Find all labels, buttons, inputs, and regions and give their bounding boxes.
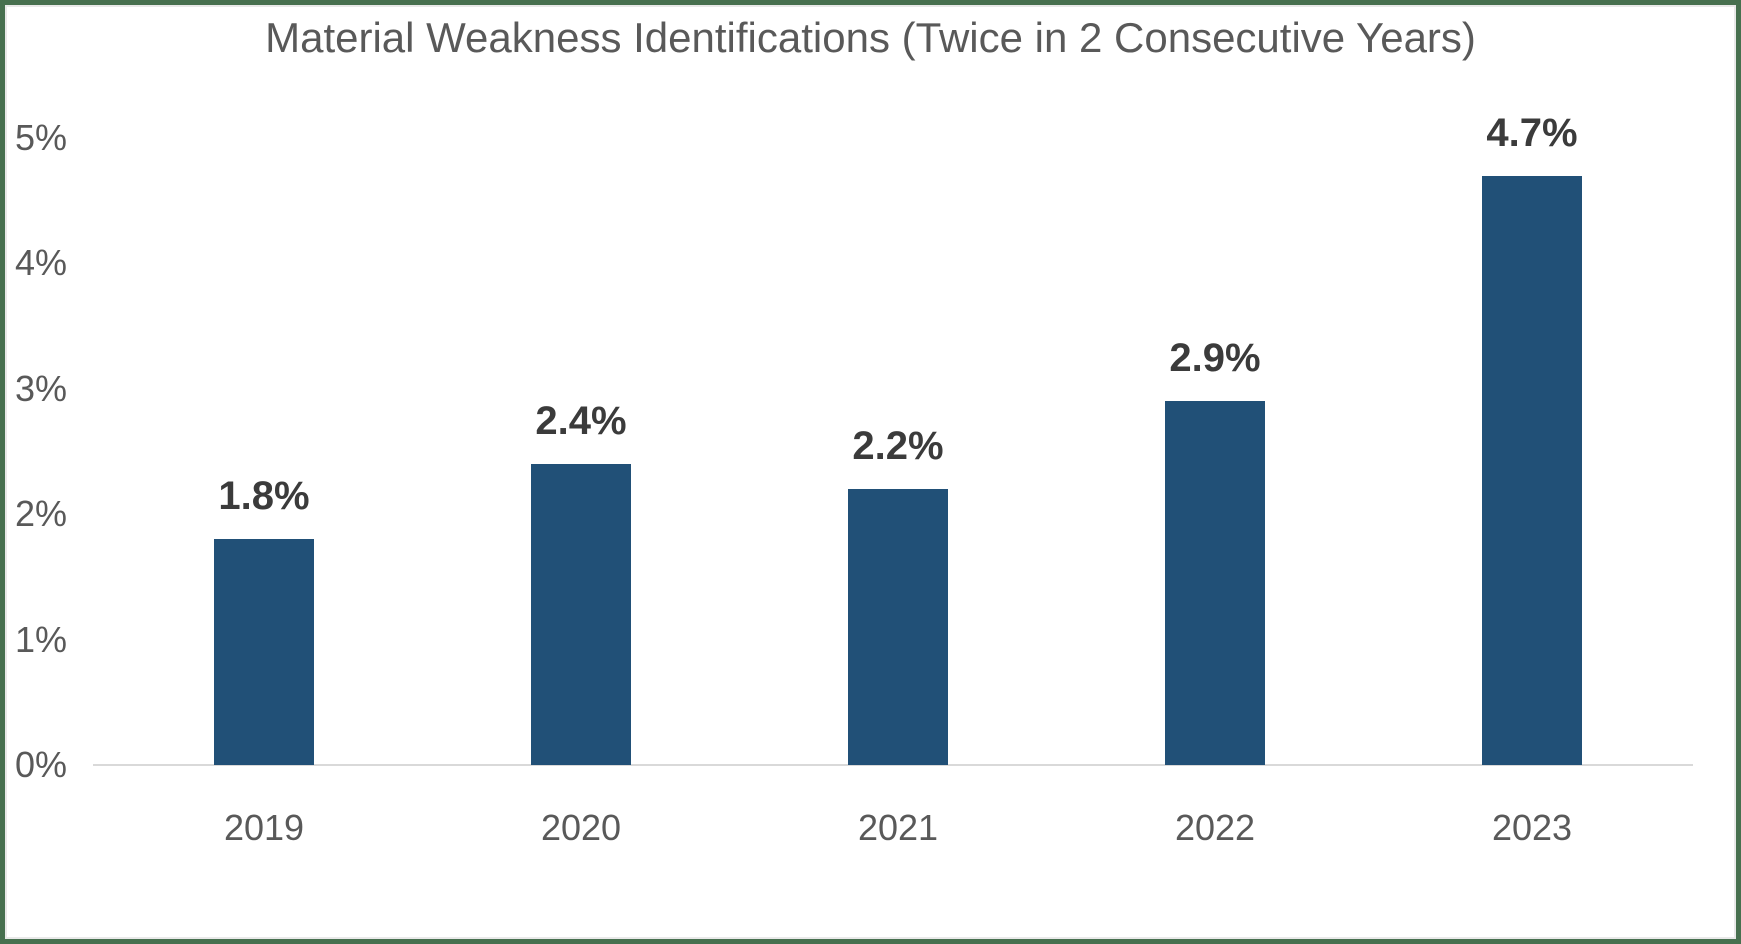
y-axis-tick-label: 3% [15,367,68,409]
y-axis-tick-label: 0% [15,744,68,785]
data-label-2019: 1.8% [218,474,310,519]
x-axis-tick-label-2022: 2022 [1174,807,1256,848]
x-axis-tick-label-2019: 2019 [223,807,305,848]
data-label-2023: 4.7% [1486,110,1578,155]
bar-2019 [214,539,314,765]
x-axis-tick-label-2021: 2021 [857,807,939,848]
y-axis-tick-label: 1% [15,618,68,660]
y-axis-tick-label: 2% [15,493,68,535]
bar-2023 [1482,175,1582,765]
data-label-2022: 2.9% [1169,336,1261,381]
chart-title: Material Weakness Identifications (Twice… [265,14,1476,61]
x-axis-line [93,764,1693,766]
bar-2020 [531,464,631,765]
y-axis-tick-label: 5% [15,117,68,158]
bar-2021 [848,489,948,765]
data-label-2020: 2.4% [535,399,627,444]
data-label-2021: 2.2% [852,424,944,469]
x-axis-tick-label-2023: 2023 [1491,807,1573,848]
bar-2022 [1165,401,1265,765]
y-axis-tick-label: 4% [15,242,68,284]
x-axis-tick-label-2020: 2020 [540,807,622,848]
